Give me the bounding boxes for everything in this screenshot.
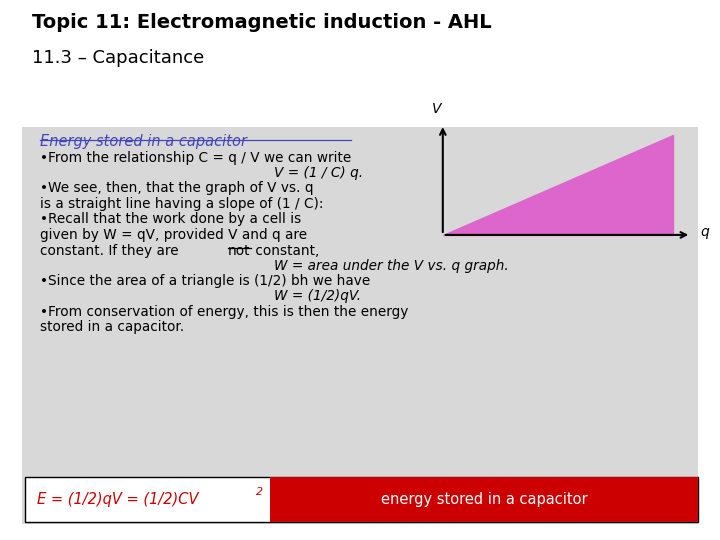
- Bar: [25, 477, 698, 522]
- Text: V = (1 / C) q.: V = (1 / C) q.: [274, 166, 363, 180]
- Text: •Recall that the work done by a cell is: •Recall that the work done by a cell is: [40, 212, 301, 226]
- Text: energy stored in a capacitor: energy stored in a capacitor: [381, 492, 587, 507]
- Bar: [22, 127, 698, 524]
- Text: 2: 2: [256, 488, 263, 497]
- Text: E = (1/2)qV = (1/2)CV: E = (1/2)qV = (1/2)CV: [37, 492, 199, 507]
- Text: constant. If they are: constant. If they are: [40, 244, 183, 258]
- Text: constant,: constant,: [251, 244, 320, 258]
- Text: V: V: [432, 102, 442, 116]
- Text: 11.3 – Capacitance: 11.3 – Capacitance: [32, 49, 204, 66]
- Text: Topic 11: Electromagnetic induction - AHL: Topic 11: Electromagnetic induction - AH…: [32, 14, 492, 32]
- Text: is a straight line having a slope of (1 / C):: is a straight line having a slope of (1 …: [40, 197, 323, 211]
- Text: •Since the area of a triangle is (1/2) bh we have: •Since the area of a triangle is (1/2) b…: [40, 274, 370, 288]
- Text: •From the relationship C = q / V we can write: •From the relationship C = q / V we can …: [40, 151, 351, 165]
- Text: not: not: [228, 244, 251, 258]
- Text: W = (1/2)qV.: W = (1/2)qV.: [274, 289, 361, 303]
- Text: stored in a capacitor.: stored in a capacitor.: [40, 320, 184, 334]
- Text: •We see, then, that the graph of V vs. q: •We see, then, that the graph of V vs. q: [40, 181, 313, 195]
- Text: W = area under the V vs. q graph.: W = area under the V vs. q graph.: [274, 259, 508, 273]
- Text: Energy stored in a capacitor: Energy stored in a capacitor: [40, 134, 246, 149]
- Text: given by W = qV, provided V and q are: given by W = qV, provided V and q are: [40, 228, 307, 242]
- Polygon shape: [443, 135, 673, 235]
- Text: q: q: [701, 225, 709, 239]
- Bar: [270, 477, 698, 522]
- Text: •From conservation of energy, this is then the energy: •From conservation of energy, this is th…: [40, 305, 408, 319]
